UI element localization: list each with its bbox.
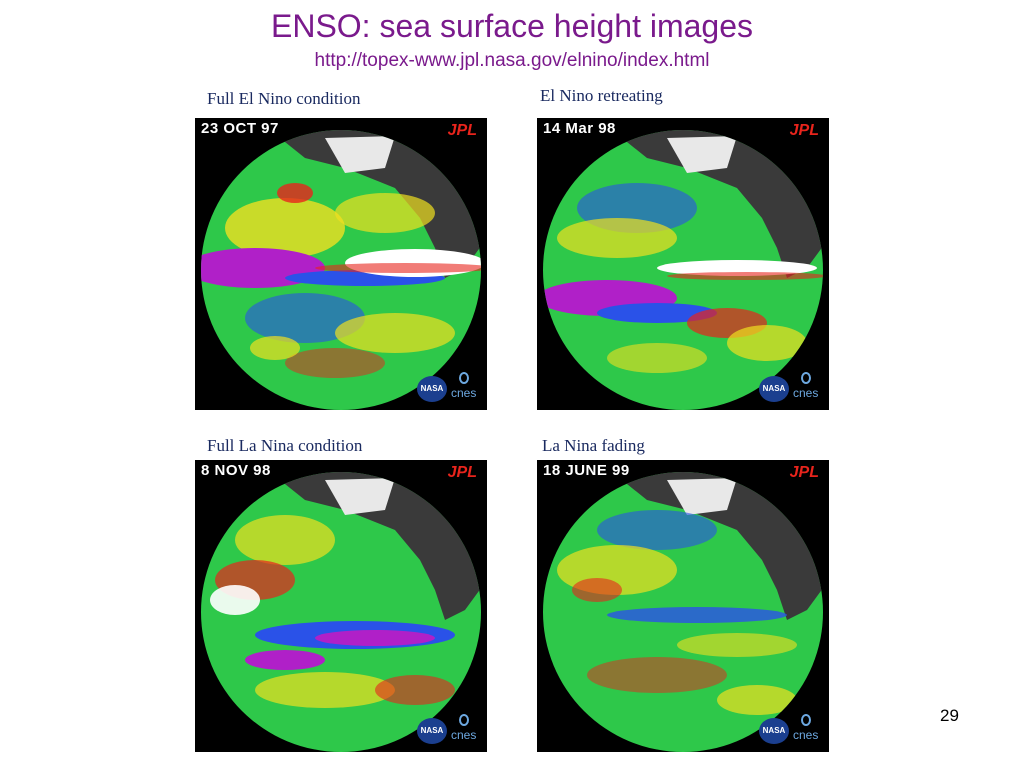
globe-image-la-nina-full: 8 NOV 98 JPL NASA cnes (195, 460, 487, 752)
globe-image-la-nina-fading: 18 JUNE 99 JPL NASA cnes (537, 460, 829, 752)
cnes-mark-icon (459, 714, 469, 726)
caption-el-nino-full: Full El Nino condition (207, 89, 361, 108)
cnes-logo-icon: cnes (793, 728, 819, 742)
source-url[interactable]: http://topex-www.jpl.nasa.gov/elnino/ind… (314, 50, 710, 71)
jpl-logo-icon: JPL (789, 464, 819, 481)
cnes-logo-icon: cnes (793, 386, 819, 400)
date-label: 18 JUNE 99 (543, 462, 630, 479)
caption-la-nina-fading: La Nina fading (542, 436, 645, 455)
globe-illustration (201, 472, 481, 752)
cnes-mark-icon (801, 372, 811, 384)
page-number: 29 (940, 706, 959, 725)
caption-la-nina-full: Full La Nina condition (207, 436, 363, 455)
nasa-logo-icon: NASA (417, 376, 447, 402)
cnes-mark-icon (801, 714, 811, 726)
jpl-logo-icon: JPL (447, 464, 477, 481)
date-label: 14 Mar 98 (543, 120, 616, 137)
globe-illustration (543, 130, 823, 410)
date-label: 8 NOV 98 (201, 462, 271, 479)
jpl-logo-icon: JPL (789, 122, 819, 139)
globe-illustration (201, 130, 481, 410)
nasa-logo-icon: NASA (759, 718, 789, 744)
date-label: 23 OCT 97 (201, 120, 279, 137)
jpl-logo-icon: JPL (447, 122, 477, 139)
cnes-logo-icon: cnes (451, 728, 477, 742)
globe-image-el-nino-full: 23 OCT 97 JPL NASA cnes (195, 118, 487, 410)
nasa-logo-icon: NASA (417, 718, 447, 744)
caption-el-nino-retreating: El Nino retreating (540, 86, 663, 105)
globe-illustration (543, 472, 823, 752)
cnes-logo-icon: cnes (451, 386, 477, 400)
cnes-mark-icon (459, 372, 469, 384)
nasa-logo-icon: NASA (759, 376, 789, 402)
slide-title: ENSO: sea surface height images (270, 8, 753, 44)
globe-image-el-nino-retreating: 14 Mar 98 JPL NASA cnes (537, 118, 829, 410)
